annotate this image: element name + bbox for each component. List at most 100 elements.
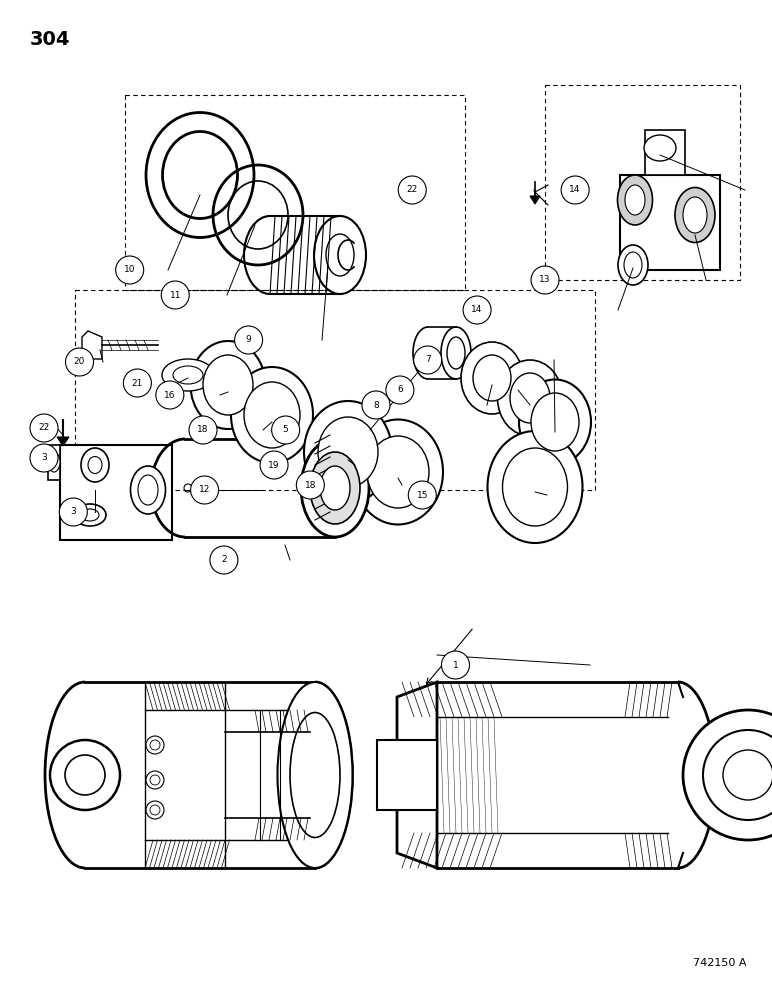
- Ellipse shape: [487, 431, 583, 543]
- Ellipse shape: [191, 341, 266, 429]
- Ellipse shape: [74, 504, 106, 526]
- Text: 742150 A: 742150 A: [693, 958, 747, 968]
- Ellipse shape: [473, 355, 511, 401]
- Polygon shape: [60, 445, 172, 540]
- Circle shape: [161, 281, 189, 309]
- Ellipse shape: [503, 448, 567, 526]
- Text: 2: 2: [221, 556, 227, 564]
- Polygon shape: [397, 682, 437, 868]
- Ellipse shape: [290, 712, 340, 838]
- Circle shape: [260, 451, 288, 479]
- Ellipse shape: [723, 750, 772, 800]
- Text: 13: 13: [540, 275, 550, 284]
- Ellipse shape: [447, 337, 465, 369]
- Circle shape: [561, 176, 589, 204]
- Text: 22: 22: [407, 186, 418, 194]
- Ellipse shape: [353, 420, 443, 524]
- Circle shape: [116, 256, 144, 284]
- Circle shape: [124, 369, 151, 397]
- Ellipse shape: [231, 367, 313, 463]
- Ellipse shape: [497, 360, 563, 436]
- Circle shape: [30, 444, 58, 472]
- Text: 7: 7: [425, 356, 431, 364]
- Text: 8: 8: [373, 400, 379, 410]
- Circle shape: [189, 416, 217, 444]
- Text: 3: 3: [41, 454, 47, 462]
- Ellipse shape: [531, 393, 579, 451]
- Ellipse shape: [173, 366, 203, 384]
- Polygon shape: [377, 740, 437, 810]
- Text: 19: 19: [269, 460, 279, 470]
- Ellipse shape: [184, 484, 192, 492]
- Ellipse shape: [146, 771, 164, 789]
- Circle shape: [156, 381, 184, 409]
- Circle shape: [272, 416, 300, 444]
- Polygon shape: [620, 175, 720, 270]
- Circle shape: [442, 651, 469, 679]
- Circle shape: [191, 476, 218, 504]
- Circle shape: [210, 546, 238, 574]
- Ellipse shape: [277, 682, 353, 868]
- Ellipse shape: [683, 710, 772, 840]
- Text: 9: 9: [245, 336, 252, 344]
- Ellipse shape: [683, 197, 707, 233]
- Ellipse shape: [81, 509, 99, 521]
- Ellipse shape: [301, 439, 369, 537]
- Ellipse shape: [367, 436, 429, 508]
- Circle shape: [296, 471, 324, 499]
- Text: 6: 6: [397, 385, 403, 394]
- Ellipse shape: [320, 466, 350, 510]
- Ellipse shape: [203, 355, 253, 415]
- Ellipse shape: [150, 740, 160, 750]
- Circle shape: [408, 481, 436, 509]
- Circle shape: [362, 391, 390, 419]
- Text: 14: 14: [570, 186, 581, 194]
- Text: 18: 18: [305, 481, 316, 489]
- Circle shape: [66, 348, 93, 376]
- Text: 16: 16: [164, 390, 175, 399]
- Ellipse shape: [150, 775, 160, 785]
- Ellipse shape: [65, 755, 105, 795]
- Ellipse shape: [48, 452, 60, 472]
- Circle shape: [531, 266, 559, 294]
- Ellipse shape: [310, 452, 360, 524]
- Ellipse shape: [146, 801, 164, 819]
- Ellipse shape: [138, 475, 158, 505]
- Text: 3: 3: [70, 508, 76, 516]
- Circle shape: [463, 296, 491, 324]
- Circle shape: [59, 498, 87, 526]
- Ellipse shape: [146, 736, 164, 754]
- Text: 10: 10: [124, 265, 135, 274]
- Ellipse shape: [130, 466, 165, 514]
- Text: 12: 12: [199, 486, 210, 494]
- Ellipse shape: [244, 382, 300, 448]
- Ellipse shape: [314, 216, 366, 294]
- Ellipse shape: [461, 342, 523, 414]
- Ellipse shape: [625, 185, 645, 215]
- Ellipse shape: [441, 327, 471, 379]
- Ellipse shape: [618, 245, 648, 285]
- Text: 304: 304: [30, 30, 70, 49]
- Text: 22: 22: [39, 424, 49, 432]
- Text: 15: 15: [417, 490, 428, 499]
- Ellipse shape: [162, 359, 214, 391]
- Text: 11: 11: [170, 290, 181, 300]
- Ellipse shape: [510, 373, 550, 423]
- Text: 5: 5: [283, 426, 289, 434]
- Text: 21: 21: [132, 378, 143, 387]
- Text: 1: 1: [452, 660, 459, 670]
- Text: 20: 20: [74, 358, 85, 366]
- Text: 14: 14: [472, 306, 482, 314]
- Ellipse shape: [703, 730, 772, 820]
- Circle shape: [235, 326, 262, 354]
- Polygon shape: [57, 437, 69, 446]
- Ellipse shape: [318, 417, 378, 487]
- Polygon shape: [530, 196, 540, 204]
- Circle shape: [386, 376, 414, 404]
- Ellipse shape: [50, 740, 120, 810]
- Ellipse shape: [519, 379, 591, 464]
- Ellipse shape: [644, 135, 676, 161]
- Text: 18: 18: [198, 426, 208, 434]
- Ellipse shape: [88, 456, 102, 474]
- Ellipse shape: [675, 188, 715, 242]
